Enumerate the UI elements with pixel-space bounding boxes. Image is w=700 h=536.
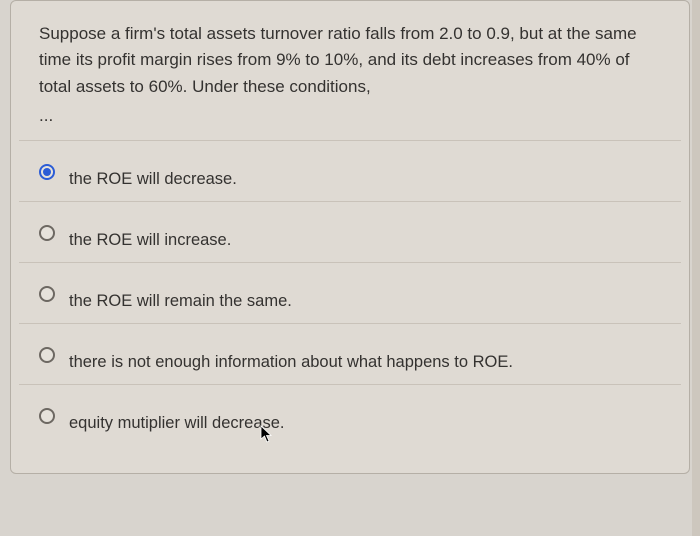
option-row[interactable]: there is not enough information about wh… [39, 323, 661, 384]
option-row[interactable]: the ROE will remain the same. [39, 262, 661, 323]
question-text: Suppose a firm's total assets turnover r… [39, 21, 661, 100]
question-card: Suppose a firm's total assets turnover r… [10, 0, 690, 474]
option-label: there is not enough information about wh… [69, 345, 513, 372]
option-label: the ROE will decrease. [69, 162, 237, 189]
radio-icon[interactable] [39, 286, 55, 302]
option-label: equity mutiplier will decrease. [69, 406, 285, 433]
option-row[interactable]: the ROE will increase. [39, 201, 661, 262]
radio-icon[interactable] [39, 164, 55, 180]
scrollbar-track[interactable] [692, 0, 700, 536]
radio-icon[interactable] [39, 347, 55, 363]
option-row[interactable]: the ROE will decrease. [39, 140, 661, 201]
question-ellipsis: ... [39, 106, 661, 126]
option-label: the ROE will increase. [69, 223, 231, 250]
radio-icon[interactable] [39, 225, 55, 241]
option-row[interactable]: equity mutiplier will decrease. [39, 384, 661, 445]
radio-icon[interactable] [39, 408, 55, 424]
options-list: the ROE will decrease. the ROE will incr… [39, 140, 661, 445]
option-label: the ROE will remain the same. [69, 284, 292, 311]
